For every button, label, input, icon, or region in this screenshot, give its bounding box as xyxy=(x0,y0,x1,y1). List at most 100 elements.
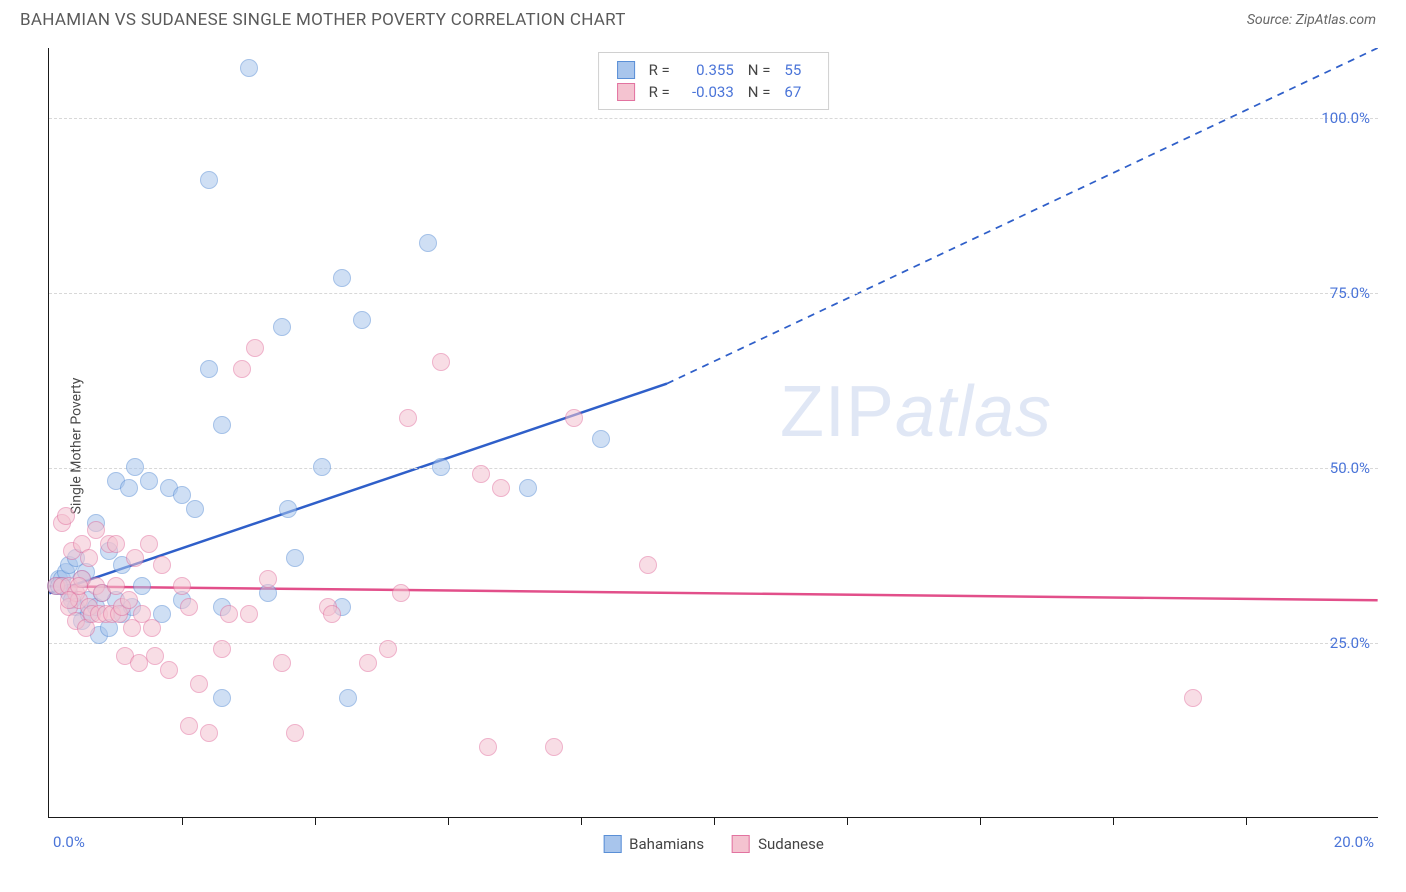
x-tick xyxy=(980,817,981,825)
legend-item: Bahamians xyxy=(603,835,704,853)
data-point xyxy=(57,507,75,525)
chart-plot-area: ZIPatlas R =0.355N =55R =-0.033N =67 0.0… xyxy=(48,48,1378,818)
data-point xyxy=(432,458,450,476)
gridline xyxy=(49,468,1378,469)
data-point xyxy=(565,409,583,427)
data-point xyxy=(333,269,351,287)
r-label: R = xyxy=(649,83,670,101)
data-point xyxy=(107,535,125,553)
series-swatch xyxy=(617,83,635,101)
series-name: Sudanese xyxy=(758,835,824,853)
data-point xyxy=(233,360,251,378)
x-axis-max-label: 20.0% xyxy=(1334,833,1374,851)
series-legend: Bahamians Sudanese xyxy=(603,835,824,853)
r-label: R = xyxy=(649,61,670,79)
data-point xyxy=(392,584,410,602)
data-point xyxy=(273,318,291,336)
data-point xyxy=(240,59,258,77)
data-point xyxy=(80,549,98,567)
x-tick xyxy=(847,817,848,825)
source-credit: Source: ZipAtlas.com xyxy=(1247,12,1376,28)
x-tick xyxy=(315,817,316,825)
r-value: -0.033 xyxy=(684,83,734,101)
data-point xyxy=(130,654,148,672)
data-point xyxy=(200,724,218,742)
data-point xyxy=(1184,689,1202,707)
series-name: Bahamians xyxy=(629,835,704,853)
data-point xyxy=(323,605,341,623)
data-point xyxy=(173,577,191,595)
data-point xyxy=(153,556,171,574)
data-point xyxy=(639,556,657,574)
data-point xyxy=(190,675,208,693)
data-point xyxy=(180,717,198,735)
series-swatch xyxy=(603,835,621,853)
n-value: 67 xyxy=(784,83,810,101)
y-tick-label: 25.0% xyxy=(1330,634,1370,652)
n-label: N = xyxy=(748,83,771,101)
x-tick xyxy=(581,817,582,825)
data-point xyxy=(200,171,218,189)
data-point xyxy=(472,465,490,483)
data-point xyxy=(140,535,158,553)
data-point xyxy=(545,738,563,756)
data-point xyxy=(246,339,264,357)
series-swatch xyxy=(732,835,750,853)
n-label: N = xyxy=(748,61,771,79)
gridline xyxy=(49,293,1378,294)
data-point xyxy=(519,479,537,497)
stats-row: R = -0.033 N = 67 xyxy=(617,81,811,103)
stats-legend-box: R = 0.355 N = 55 R = -0.033 N = 67 xyxy=(598,52,830,110)
data-point xyxy=(70,577,88,595)
data-point xyxy=(399,409,417,427)
data-point xyxy=(186,500,204,518)
y-tick-label: 75.0% xyxy=(1330,284,1370,302)
data-point xyxy=(220,605,238,623)
data-point xyxy=(273,654,291,672)
data-point xyxy=(120,479,138,497)
data-point xyxy=(140,472,158,490)
data-point xyxy=(359,654,377,672)
x-tick xyxy=(448,817,449,825)
legend-item: Sudanese xyxy=(732,835,824,853)
data-point xyxy=(240,605,258,623)
series-swatch xyxy=(617,61,635,79)
data-point xyxy=(213,640,231,658)
chart-title: BAHAMIAN VS SUDANESE SINGLE MOTHER POVER… xyxy=(20,10,626,30)
data-point xyxy=(379,640,397,658)
n-value: 55 xyxy=(784,61,810,79)
y-tick-label: 50.0% xyxy=(1330,459,1370,477)
gridline xyxy=(49,643,1378,644)
data-point xyxy=(479,738,497,756)
data-point xyxy=(432,353,450,371)
data-point xyxy=(143,619,161,637)
data-point xyxy=(286,724,304,742)
r-value: 0.355 xyxy=(684,61,734,79)
data-point xyxy=(419,234,437,252)
data-point xyxy=(313,458,331,476)
data-point xyxy=(200,360,218,378)
x-tick xyxy=(714,817,715,825)
data-point xyxy=(160,661,178,679)
data-point xyxy=(592,430,610,448)
data-point xyxy=(492,479,510,497)
x-tick xyxy=(182,817,183,825)
watermark: ZIPatlas xyxy=(780,371,1052,453)
data-point xyxy=(279,500,297,518)
data-point xyxy=(133,577,151,595)
gridline xyxy=(49,118,1378,119)
stats-row: R = 0.355 N = 55 xyxy=(617,59,811,81)
trend-lines xyxy=(49,48,1378,817)
data-point xyxy=(213,416,231,434)
x-tick xyxy=(1113,817,1114,825)
data-point xyxy=(259,570,277,588)
data-point xyxy=(126,458,144,476)
y-tick-label: 100.0% xyxy=(1321,109,1370,127)
data-point xyxy=(339,689,357,707)
data-point xyxy=(180,598,198,616)
data-point xyxy=(353,311,371,329)
x-tick xyxy=(1246,817,1247,825)
x-axis-min-label: 0.0% xyxy=(53,833,85,851)
data-point xyxy=(126,549,144,567)
data-point xyxy=(213,689,231,707)
